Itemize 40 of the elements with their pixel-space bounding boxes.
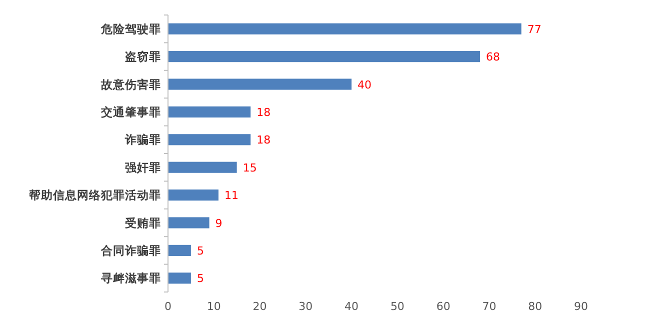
y-tick-label: 受贿罪	[124, 216, 161, 230]
y-tick-label: 盗窃罪	[125, 50, 161, 64]
y-tick-label: 故意伤害罪	[100, 77, 161, 92]
data-label: 68	[486, 50, 500, 64]
x-tick-label: 0	[164, 300, 172, 313]
data-label: 5	[196, 272, 204, 286]
data-label: 9	[215, 216, 222, 230]
bar	[168, 134, 251, 146]
data-label: 5	[196, 244, 204, 258]
x-tick-label: 70	[482, 300, 496, 313]
x-tick-label: 30	[298, 300, 313, 313]
y-tick-label: 寻衅滋事罪	[100, 271, 161, 286]
bar	[168, 23, 522, 34]
y-tick-label: 诈骗罪	[124, 132, 161, 147]
y-tick-label: 危险驾驶罪	[100, 22, 161, 36]
data-label: 77	[527, 22, 542, 36]
x-tick-label: 60	[436, 300, 450, 313]
x-tick-label: 10	[206, 300, 221, 313]
bar	[168, 244, 191, 256]
x-tick-label: 50	[390, 300, 404, 313]
y-tick-label: 强奸罪	[125, 160, 161, 174]
y-tick-label: 合同诈骗罪	[100, 243, 161, 258]
x-tick-label: 80	[528, 300, 542, 313]
bar	[168, 78, 352, 90]
bar	[168, 162, 237, 173]
y-tick-label: 交通肇事罪	[100, 104, 161, 119]
bar	[168, 190, 218, 201]
data-label: 11	[224, 189, 238, 202]
data-label: 40	[358, 78, 372, 92]
x-tick-label: 20	[252, 300, 267, 313]
x-tick-label: 40	[344, 300, 359, 313]
data-label: 15	[242, 161, 257, 174]
y-tick-label: 帮助信息网络犯罪活动罪	[28, 188, 161, 202]
bar	[168, 51, 480, 62]
data-label: 18	[256, 134, 271, 147]
data-label: 18	[256, 106, 271, 119]
x-tick-label: 90	[574, 300, 588, 313]
bar	[168, 272, 191, 284]
bar	[168, 106, 251, 118]
bar	[168, 217, 210, 228]
